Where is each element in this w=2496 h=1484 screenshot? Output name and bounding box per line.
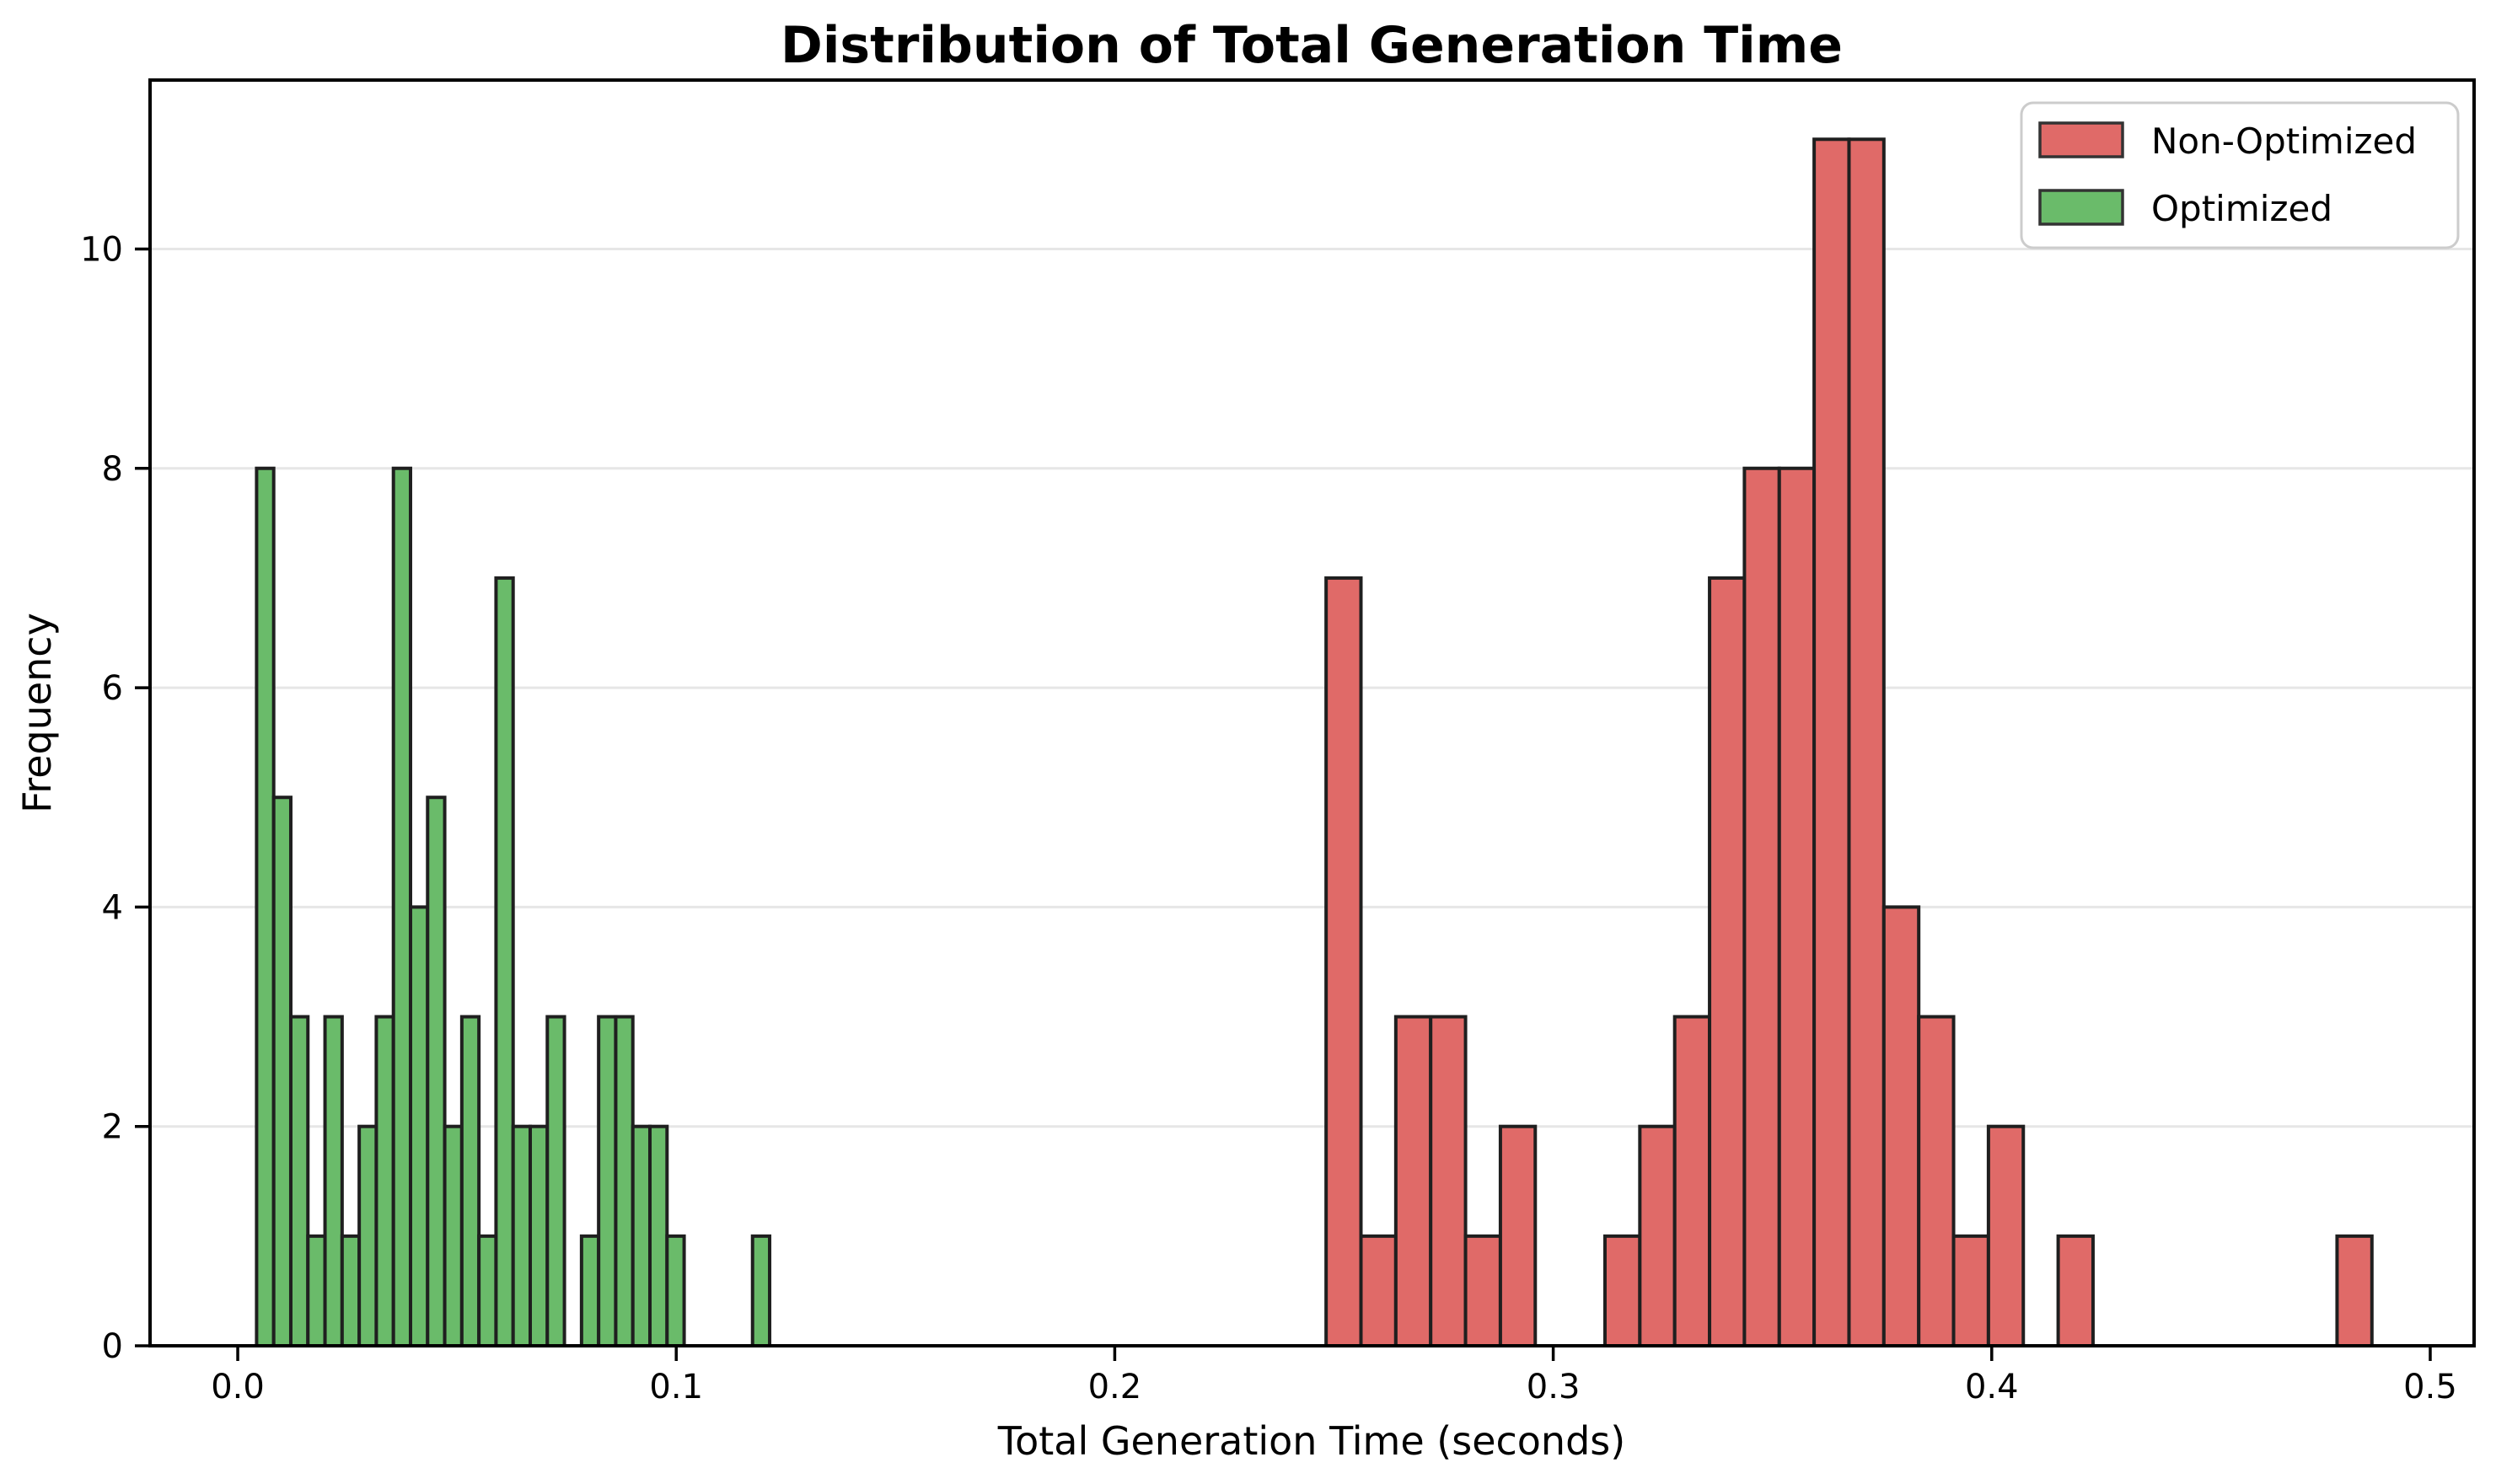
y-tick-label: 4 [102,888,123,927]
histogram-bar [750,1234,772,1347]
histogram-bar [648,1124,669,1347]
histogram-bar [255,466,276,1347]
y-tick-label: 0 [102,1327,123,1366]
histogram-bar [288,1015,310,1348]
x-tick-label: 0.1 [649,1368,703,1406]
series-non-optimized [1324,137,2374,1348]
histogram-bar [1777,466,1817,1347]
x-tick-label: 0.5 [2403,1368,2457,1406]
histogram-bar [459,1015,481,1348]
histogram-bar [579,1234,601,1347]
histogram-bar [1429,1015,1468,1348]
y-axis-label: Frequency [14,613,60,813]
histogram-bar [323,1015,344,1348]
histogram-bar [1708,576,1747,1347]
histogram-bar [1359,1234,1398,1347]
legend-label-optimized: Optimized [2151,188,2332,229]
histogram-bar [1324,576,1363,1347]
histogram-bar [391,466,412,1347]
histogram-bar [1638,1124,1677,1347]
chart-title: Distribution of Total Generation Time [781,16,1843,75]
histogram-bar [1881,905,1921,1347]
histogram-bar [2335,1234,2374,1347]
histogram-bar [614,1015,635,1348]
histogram-bar [1917,1015,1956,1348]
x-tick-label: 0.4 [1965,1368,2019,1406]
histogram-bar [477,1234,498,1347]
histogram-bar [511,1124,533,1347]
legend-label-non-optimized: Non-Optimized [2151,121,2417,162]
y-tick-label: 2 [102,1108,123,1147]
x-tick-label: 0.0 [211,1368,265,1406]
histogram-bar [1742,466,1781,1347]
histogram-bar [529,1124,550,1347]
histogram-bar [1463,1234,1502,1347]
y-tick-label: 10 [80,230,123,269]
histogram-bar [426,796,447,1347]
histogram-bar [494,576,515,1347]
histogram-bar [1672,1015,1712,1348]
plot-border [148,78,2476,1347]
histogram-bar [597,1015,618,1348]
histogram-bar [545,1015,566,1348]
histogram-bar [665,1234,686,1347]
x-axis-ticks: 0.0 0.1 0.2 0.3 0.4 0.5 [211,1346,2457,1406]
histogram-bar [306,1234,327,1347]
histogram-bar [2056,1234,2095,1347]
legend-box [2020,101,2460,249]
y-tick-label: 6 [102,669,123,708]
histogram-bar [1847,137,1886,1348]
legend-swatch-non-optimized [2038,121,2124,158]
histogram-bar [1951,1234,1990,1347]
histogram-bar [1602,1234,1642,1347]
histogram-bar [374,1015,395,1348]
x-tick-label: 0.2 [1088,1368,1142,1406]
y-tick-label: 8 [102,450,123,489]
histogram-bar [1498,1124,1538,1347]
histogram-bar [271,796,293,1347]
bars-layer [255,137,2374,1348]
histogram-bar [631,1124,652,1347]
x-tick-label: 0.3 [1527,1368,1581,1406]
histogram-bar [357,1124,378,1347]
histogram-bar [443,1124,464,1347]
histogram-bar [1393,1015,1433,1348]
histogram-bar [340,1234,362,1347]
x-axis-label: Total Generation Time (seconds) [997,1418,1625,1464]
histogram-bar [1986,1124,2026,1347]
legend-swatch-optimized [2038,189,2124,226]
histogram-bar [1812,137,1851,1348]
gridlines [150,247,2474,1128]
histogram-bar [408,905,430,1347]
legend: Non-Optimized Optimized [2020,101,2460,249]
y-axis-ticks: 0 2 4 6 8 10 [80,230,150,1366]
